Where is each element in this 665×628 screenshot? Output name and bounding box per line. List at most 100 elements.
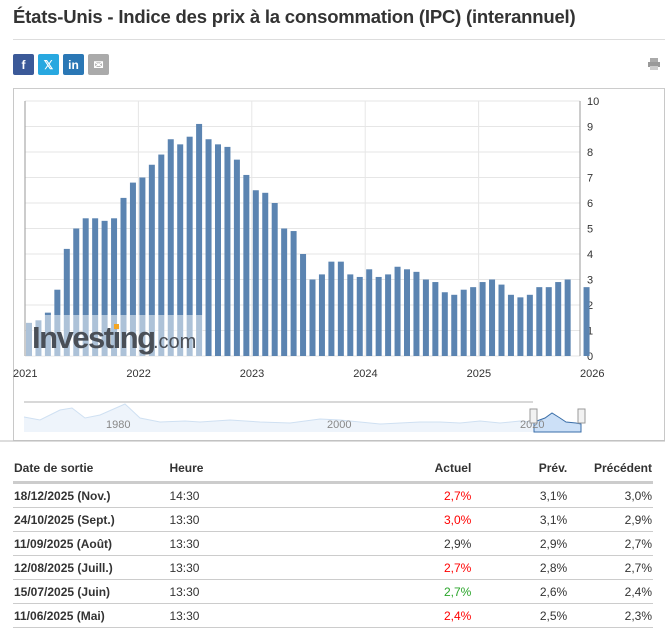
actual-value: 2,7% xyxy=(311,482,473,508)
actual-value: 2,7% xyxy=(311,579,473,604)
bar xyxy=(479,282,486,356)
release-date: 11/06/2025 (Mai) xyxy=(13,603,169,628)
table-row: 12/08/2025 (Juill.) 13:30 2,7% 2,8% 2,7% xyxy=(13,555,653,580)
bar xyxy=(196,123,203,356)
y-tick-label: 6 xyxy=(587,198,593,210)
y-tick-label: 1 xyxy=(587,326,593,338)
bar xyxy=(356,276,363,356)
bar xyxy=(404,269,410,356)
y-tick-label: 5 xyxy=(587,224,593,236)
bar xyxy=(507,294,514,356)
bar xyxy=(63,248,70,356)
release-time: 13:30 xyxy=(168,579,312,604)
twitter-share-button[interactable]: 𝕏 xyxy=(38,54,59,75)
bar xyxy=(328,261,335,356)
bar xyxy=(167,139,174,356)
linkedin-share-button[interactable]: in xyxy=(63,54,84,75)
table-row: 15/07/2025 (Juin) 13:30 2,7% 2,6% 2,4% xyxy=(13,579,653,604)
release-date: 12/08/2025 (Juill.) xyxy=(13,555,169,580)
navigator-label: 2000 xyxy=(327,419,351,431)
previous-value: 3,0% xyxy=(568,482,653,508)
x-tick-label: 2022 xyxy=(126,368,150,380)
bar xyxy=(394,266,401,356)
bar xyxy=(111,218,118,356)
previous-value: 2,4% xyxy=(568,579,653,604)
release-time: 13:30 xyxy=(168,507,312,532)
email-icon: ✉ xyxy=(93,57,104,72)
previous-value: 2,3% xyxy=(568,603,653,628)
y-tick-label: 0 xyxy=(587,351,593,363)
bar xyxy=(309,279,316,356)
bar xyxy=(441,292,448,356)
navigator-label: 2020 xyxy=(520,419,544,431)
bar xyxy=(158,154,165,356)
forecast-value: 2,9% xyxy=(472,531,569,556)
email-share-button[interactable]: ✉ xyxy=(88,54,109,75)
bar xyxy=(271,203,278,356)
linkedin-icon: in xyxy=(68,57,79,72)
logo-dot xyxy=(114,324,119,329)
x-icon: 𝕏 xyxy=(43,57,54,72)
bar xyxy=(555,282,562,356)
forecast-value: 3,1% xyxy=(472,482,569,508)
bar xyxy=(583,287,590,356)
col-time[interactable]: Heure xyxy=(168,455,312,484)
col-actual[interactable]: Actuel xyxy=(311,455,473,484)
y-tick-label: 4 xyxy=(587,249,593,261)
y-tick-label: 3 xyxy=(587,275,593,287)
bar xyxy=(177,144,184,356)
navigator-area xyxy=(24,404,534,432)
bar-chart: 0 1 2 3 4 5 6 7 8 9 10 2021 2022 2023 2024 2025 2026 Inve… xyxy=(0,96,665,442)
table-row: 11/06/2025 (Mai) 13:30 2,4% 2,5% 2,3% xyxy=(13,603,653,628)
investing-logo-watermark: Investing xyxy=(32,320,155,355)
bar xyxy=(129,182,136,356)
bar xyxy=(375,276,382,356)
bar xyxy=(545,287,552,356)
bar xyxy=(498,284,505,356)
bar xyxy=(82,218,89,356)
y-tick-label: 2 xyxy=(587,300,593,312)
previous-value: 2,7% xyxy=(568,531,653,556)
forecast-value: 2,8% xyxy=(472,555,569,580)
bar xyxy=(413,271,420,356)
bar xyxy=(101,220,108,356)
bar xyxy=(281,228,288,356)
bar xyxy=(470,287,477,356)
bar xyxy=(366,269,373,356)
printer-icon[interactable] xyxy=(647,57,661,71)
forecast-value: 2,5% xyxy=(472,603,569,628)
page-title: États-Unis - Indice des prix à la consom… xyxy=(13,6,576,27)
col-date[interactable]: Date de sortie xyxy=(13,455,169,484)
y-tick-label: 7 xyxy=(587,173,593,185)
col-previous[interactable]: Précédent xyxy=(568,455,653,484)
bar xyxy=(205,139,212,356)
release-time: 13:30 xyxy=(168,555,312,580)
forecast-value: 2,6% xyxy=(472,579,569,604)
x-tick-label: 2021 xyxy=(13,368,37,380)
bar xyxy=(489,279,496,356)
bar xyxy=(300,254,307,356)
bar xyxy=(536,287,543,356)
navigator-handle[interactable] xyxy=(577,408,586,424)
release-table: Date de sortie Heure Actuel Prév. Précéd… xyxy=(13,455,653,628)
bar xyxy=(318,274,325,356)
bar xyxy=(347,274,354,356)
bar xyxy=(148,164,155,356)
bar xyxy=(233,159,240,356)
facebook-share-button[interactable]: f xyxy=(13,54,34,75)
col-forecast[interactable]: Prév. xyxy=(472,455,569,484)
release-date: 15/07/2025 (Juin) xyxy=(13,579,169,604)
bar xyxy=(337,261,344,356)
bar xyxy=(517,297,524,356)
bar xyxy=(460,289,467,356)
table-row: 24/10/2025 (Sept.) 13:30 3,0% 3,1% 2,9% xyxy=(13,507,653,532)
bar xyxy=(224,146,231,356)
previous-value: 2,7% xyxy=(568,555,653,580)
bar xyxy=(385,274,392,356)
bar xyxy=(526,294,533,356)
bar xyxy=(120,197,127,356)
actual-value: 2,4% xyxy=(311,603,473,628)
y-tick-label: 8 xyxy=(587,147,593,159)
navigator-handle[interactable] xyxy=(529,408,538,424)
forecast-value: 3,1% xyxy=(472,507,569,532)
